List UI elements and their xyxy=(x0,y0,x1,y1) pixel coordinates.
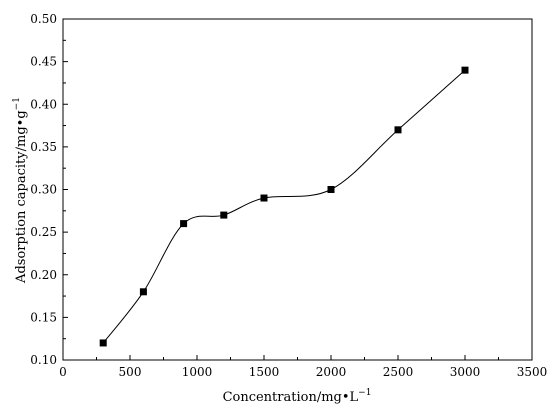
x-tick-label: 3000 xyxy=(450,365,481,379)
data-points xyxy=(99,66,469,347)
y-axis-label: Adsorption capacity/mg•g−1 xyxy=(12,97,29,284)
data-point xyxy=(139,288,147,296)
x-tick-label: 3500 xyxy=(517,365,548,379)
x-axis-label: Concentration/mg•L−1 xyxy=(223,388,372,405)
y-tick-label: 0.45 xyxy=(30,55,57,69)
x-tick-label: 2500 xyxy=(383,365,414,379)
y-tick-label: 0.15 xyxy=(30,310,57,324)
fit-curve xyxy=(102,69,466,344)
data-point xyxy=(220,211,228,219)
data-point xyxy=(260,194,268,202)
x-tick-label: 1000 xyxy=(182,365,213,379)
data-point xyxy=(461,66,469,74)
x-tick-label: 500 xyxy=(119,365,142,379)
y-tick-label: 0.25 xyxy=(30,225,57,239)
y-tick-label: 0.40 xyxy=(30,97,57,111)
y-tick-label: 0.10 xyxy=(30,353,57,367)
data-point xyxy=(180,220,188,228)
data-point xyxy=(327,186,335,193)
data-point xyxy=(99,339,107,347)
x-tick-label: 2000 xyxy=(316,365,347,379)
x-axis-ticks: 0 500 1000 1500 2000 2500 3000 3500 xyxy=(59,355,547,379)
x-tick-label: 1500 xyxy=(249,365,280,379)
y-axis-ticks: 0.10 0.15 0.20 0.25 0.30 0.35 0.40 0.45 0.50 xyxy=(30,12,68,367)
x-tick-label: 0 xyxy=(59,365,67,379)
data-point xyxy=(394,126,402,134)
y-tick-label: 0.35 xyxy=(30,140,57,154)
y-tick-label: 0.50 xyxy=(30,12,57,26)
y-tick-label: 0.20 xyxy=(30,268,57,282)
y-tick-label: 0.30 xyxy=(30,183,57,197)
